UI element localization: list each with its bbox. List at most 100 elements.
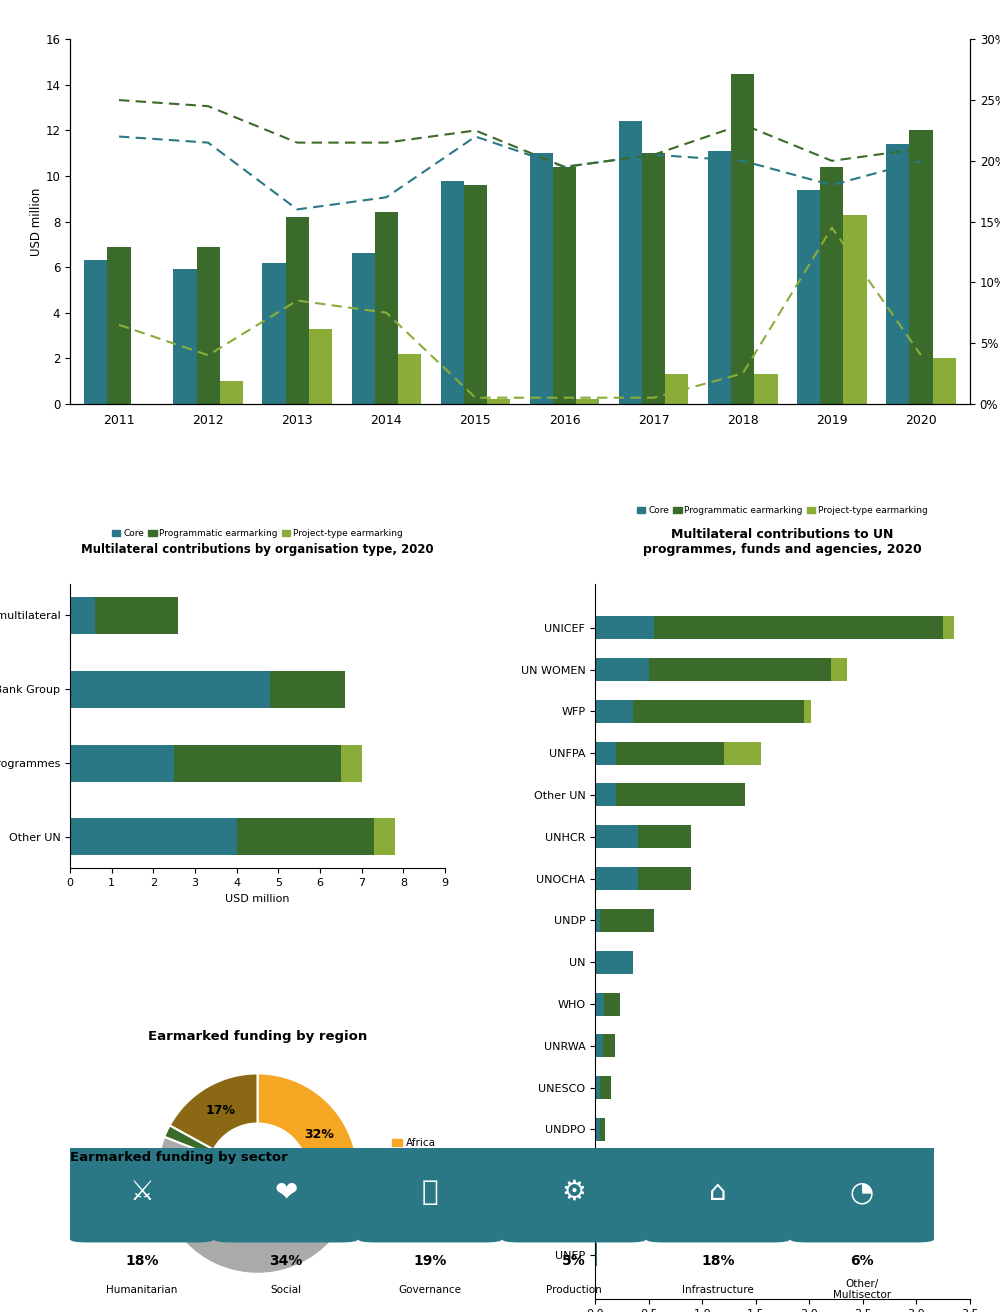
Bar [173, 269, 197, 404]
Bar [943, 617, 954, 639]
Bar [530, 154, 553, 404]
Text: ⚔: ⚔ [130, 1178, 154, 1206]
FancyBboxPatch shape [502, 1145, 646, 1242]
Bar [665, 374, 688, 404]
Bar [642, 154, 665, 404]
Bar [731, 73, 754, 404]
Title: Multilateral contributions by organisation type, 2020: Multilateral contributions by organisati… [81, 543, 434, 556]
Text: 18%: 18% [125, 1254, 159, 1269]
Bar [70, 819, 237, 855]
Text: Earmarked funding by sector: Earmarked funding by sector [70, 1151, 288, 1164]
Bar [595, 741, 616, 765]
FancyBboxPatch shape [358, 1145, 502, 1242]
Bar [616, 741, 724, 765]
X-axis label: USD million: USD million [225, 893, 290, 904]
Bar [95, 597, 178, 634]
Bar [754, 374, 778, 404]
Wedge shape [296, 1195, 348, 1237]
Text: 19%: 19% [413, 1254, 447, 1269]
Bar [616, 783, 745, 807]
Bar [638, 867, 691, 890]
Text: Other/
Multisector: Other/ Multisector [833, 1279, 891, 1300]
Text: ⛳: ⛳ [422, 1178, 438, 1206]
Text: 34%: 34% [269, 1254, 303, 1269]
Bar [576, 399, 599, 404]
Bar [619, 121, 642, 404]
Bar [270, 670, 345, 707]
Bar [70, 744, 174, 782]
Bar [933, 358, 956, 404]
Bar [599, 1202, 602, 1224]
Bar [595, 617, 654, 639]
FancyBboxPatch shape [646, 1145, 790, 1242]
Legend: Core, Programmatic earmarking, Project-type earmarking: Core, Programmatic earmarking, Project-t… [109, 526, 406, 542]
Bar [633, 699, 804, 723]
Bar [464, 185, 487, 404]
Bar [374, 819, 395, 855]
Bar [820, 167, 843, 404]
Legend: Core, Programmatic earmarking, Project-type earmarking: Core, Programmatic earmarking, Project-t… [634, 502, 931, 518]
Bar [595, 1076, 600, 1099]
Bar [487, 399, 510, 404]
Text: Governance: Governance [398, 1284, 462, 1295]
Bar [595, 699, 633, 723]
Bar [599, 1160, 602, 1182]
Bar [595, 951, 633, 974]
Bar [595, 825, 638, 849]
Bar [70, 597, 95, 634]
Bar [708, 151, 731, 404]
FancyBboxPatch shape [214, 1145, 358, 1242]
Text: 18%: 18% [701, 1254, 735, 1269]
Text: 32%: 32% [304, 1128, 334, 1141]
Y-axis label: USD million: USD million [30, 188, 42, 256]
Bar [649, 659, 831, 681]
Bar [595, 909, 600, 932]
Bar [237, 819, 374, 855]
Bar [724, 741, 761, 765]
FancyBboxPatch shape [790, 1145, 934, 1242]
Text: Humanitarian: Humanitarian [106, 1284, 178, 1295]
Title: Earmarked funding by region: Earmarked funding by region [148, 1030, 367, 1043]
Bar [375, 213, 398, 404]
Bar [352, 253, 375, 404]
Bar [600, 1118, 605, 1141]
Text: 45%: 45% [205, 1231, 235, 1242]
Bar [70, 670, 270, 707]
Wedge shape [257, 1073, 358, 1216]
Bar [804, 699, 811, 723]
Bar [174, 744, 341, 782]
Bar [341, 744, 362, 782]
Bar [595, 1034, 602, 1057]
Bar [595, 867, 638, 890]
Bar [638, 825, 691, 849]
Bar [797, 190, 820, 404]
Text: 6%: 6% [850, 1254, 874, 1269]
Wedge shape [157, 1136, 335, 1274]
Bar [262, 262, 286, 404]
Bar [602, 1034, 615, 1057]
FancyBboxPatch shape [70, 1145, 214, 1242]
Bar [600, 1076, 611, 1099]
Wedge shape [164, 1126, 214, 1155]
Bar [107, 247, 131, 404]
Bar [843, 215, 867, 404]
Bar [595, 659, 649, 681]
Bar [654, 617, 943, 639]
Bar [600, 909, 654, 932]
Text: 5%: 5% [562, 1254, 586, 1269]
Bar [831, 659, 847, 681]
Wedge shape [170, 1073, 258, 1149]
Text: 4%: 4% [309, 1206, 330, 1219]
Bar [595, 783, 616, 807]
Text: Production: Production [546, 1284, 602, 1295]
Text: ◔: ◔ [850, 1178, 874, 1206]
Bar [595, 1202, 599, 1224]
Bar [595, 1160, 599, 1182]
Bar [909, 130, 933, 404]
Bar [553, 167, 576, 404]
Bar [197, 247, 220, 404]
Bar [398, 354, 421, 404]
Text: 17%: 17% [205, 1105, 235, 1117]
Bar [220, 380, 243, 404]
Bar [595, 992, 604, 1015]
